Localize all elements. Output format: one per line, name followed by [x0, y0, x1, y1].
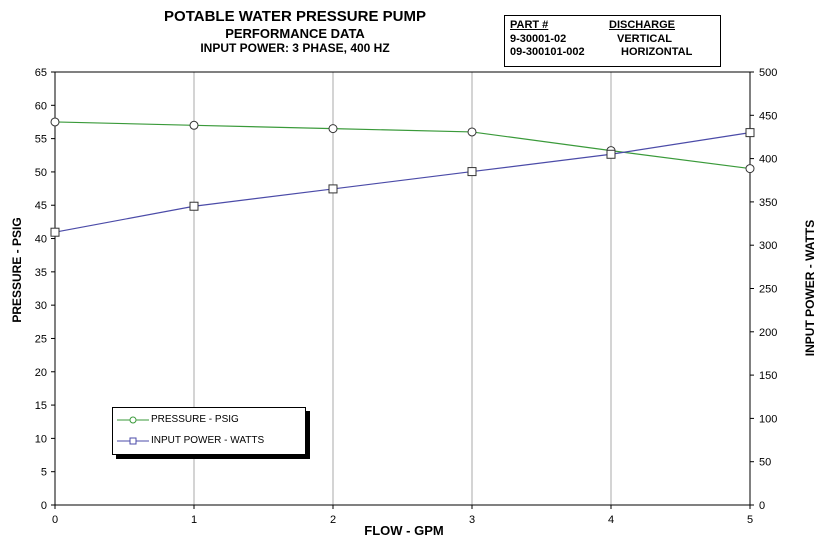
x-tick-label: 0: [52, 514, 58, 526]
data-point-pressure: [467, 127, 477, 137]
y-tick-label: 65: [35, 67, 47, 79]
y-tick-label: 15: [35, 400, 47, 412]
square-marker-icon: [117, 437, 149, 445]
discharge-cell: VERTICAL: [617, 33, 672, 45]
y2-tick-label: 350: [759, 197, 777, 209]
part-info-row: 09-300101-002 HORIZONTAL: [510, 46, 715, 59]
y-tick-label: 55: [35, 134, 47, 146]
y-tick-label: 10: [35, 433, 47, 445]
legend: PRESSURE - PSIG INPUT POWER - WATTS: [112, 407, 306, 455]
y2-tick-label: 450: [759, 110, 777, 122]
y2-tick-label: 100: [759, 413, 777, 425]
y-tick-label: 45: [35, 200, 47, 212]
x-tick-label: 2: [330, 514, 336, 526]
series-line-pressure: [54, 121, 751, 170]
x-axis-label: FLOW - GPM: [364, 523, 444, 538]
discharge-header: DISCHARGE: [609, 19, 676, 31]
y-tick-label: 40: [35, 234, 47, 246]
x-tick-label: 3: [469, 514, 475, 526]
part-info-row: 9-30001-02 VERTICAL: [510, 33, 715, 46]
data-point-power: [467, 167, 477, 177]
chart-title: POTABLE WATER PRESSURE PUMP: [164, 8, 426, 25]
discharge-cell: HORIZONTAL: [621, 46, 693, 58]
y2-tick-label: 500: [759, 67, 777, 79]
legend-label: INPUT POWER - WATTS: [151, 435, 265, 446]
data-point-pressure: [189, 120, 199, 130]
data-point-power: [745, 128, 755, 138]
y-tick-label: 50: [35, 167, 47, 179]
data-point-power: [606, 149, 616, 159]
y2-tick-label: 150: [759, 370, 777, 382]
circle-marker-icon: [117, 416, 149, 424]
y-tick-label: 5: [41, 467, 47, 479]
x-tick-label: 1: [191, 514, 197, 526]
y2-tick-label: 250: [759, 284, 777, 296]
part-info-header: PART # DISCHARGE: [510, 19, 715, 32]
data-point-power: [50, 227, 60, 237]
x-tick-label: 5: [747, 514, 753, 526]
chart-subtitle-power: INPUT POWER: 3 PHASE, 400 HZ: [200, 41, 390, 55]
x-tick-label: 4: [608, 514, 614, 526]
chart-subtitle: PERFORMANCE DATA: [225, 26, 365, 41]
y-tick-label: 20: [35, 367, 47, 379]
y2-tick-label: 300: [759, 240, 777, 252]
title-block: POTABLE WATER PRESSURE PUMP PERFORMANCE …: [120, 8, 470, 55]
data-point-pressure: [745, 164, 755, 174]
y-axis-label: PRESSURE - PSIG: [10, 217, 24, 323]
data-point-pressure: [50, 117, 60, 127]
y-tick-label: 35: [35, 267, 47, 279]
part-number-cell: 09-300101-002: [510, 46, 585, 58]
y2-tick-label: 50: [759, 457, 771, 469]
y-tick-label: 60: [35, 100, 47, 112]
y-tick-label: 0: [41, 500, 47, 512]
series-line-power: [54, 132, 751, 233]
data-point-power: [328, 184, 338, 194]
data-point-pressure: [328, 124, 338, 134]
y2-tick-label: 200: [759, 327, 777, 339]
y-tick-label: 25: [35, 333, 47, 345]
part-number-cell: 9-30001-02: [510, 33, 567, 45]
data-point-power: [189, 201, 199, 211]
y-tick-label: 30: [35, 300, 47, 312]
y2-tick-label: 0: [759, 500, 765, 512]
part-info-table: PART # DISCHARGE 9-30001-02 VERTICAL 09-…: [504, 15, 721, 67]
part-number-header: PART #: [510, 19, 549, 31]
legend-label: PRESSURE - PSIG: [151, 414, 239, 425]
y2-axis-label: INPUT POWER - WATTS: [803, 219, 817, 357]
y2-tick-label: 400: [759, 154, 777, 166]
